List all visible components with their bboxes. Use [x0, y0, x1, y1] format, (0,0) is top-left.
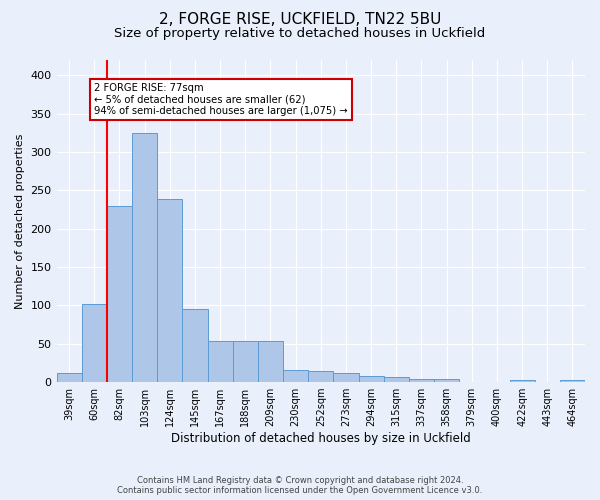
Text: Contains HM Land Registry data © Crown copyright and database right 2024.
Contai: Contains HM Land Registry data © Crown c…: [118, 476, 482, 495]
Bar: [334, 373, 359, 382]
Bar: [359, 376, 383, 382]
Bar: [308, 372, 334, 382]
Bar: [409, 379, 434, 382]
Y-axis label: Number of detached properties: Number of detached properties: [15, 134, 25, 308]
Bar: [258, 340, 283, 382]
Bar: [283, 370, 308, 382]
Bar: [157, 199, 182, 382]
Bar: [560, 380, 585, 382]
Bar: [208, 340, 233, 382]
Bar: [434, 379, 459, 382]
Text: 2 FORGE RISE: 77sqm
← 5% of detached houses are smaller (62)
94% of semi-detache: 2 FORGE RISE: 77sqm ← 5% of detached hou…: [94, 83, 348, 116]
Bar: [182, 309, 208, 382]
Bar: [383, 376, 409, 382]
Bar: [132, 133, 157, 382]
Bar: [82, 304, 107, 382]
Bar: [233, 340, 258, 382]
Bar: [56, 373, 82, 382]
Text: 2, FORGE RISE, UCKFIELD, TN22 5BU: 2, FORGE RISE, UCKFIELD, TN22 5BU: [159, 12, 441, 28]
Bar: [107, 206, 132, 382]
Bar: [509, 380, 535, 382]
X-axis label: Distribution of detached houses by size in Uckfield: Distribution of detached houses by size …: [171, 432, 470, 445]
Text: Size of property relative to detached houses in Uckfield: Size of property relative to detached ho…: [115, 28, 485, 40]
